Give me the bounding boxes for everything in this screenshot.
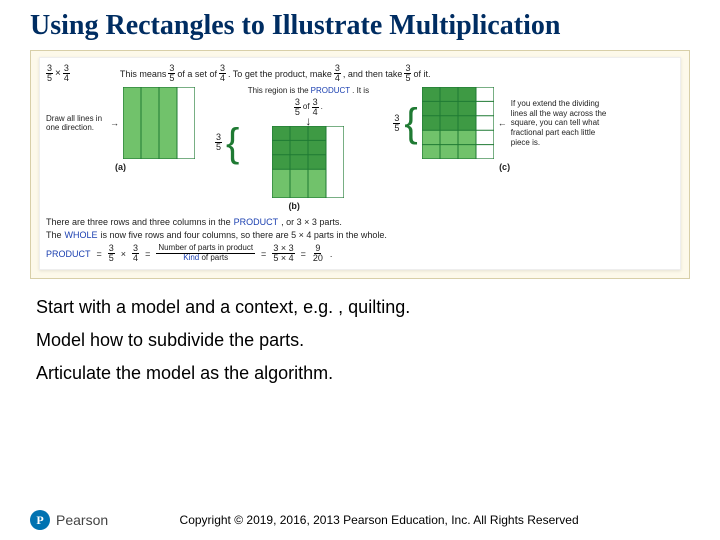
frac-c-side: 35: [393, 114, 400, 133]
pointer-b-text: This region is the PRODUCT. It is 35 of …: [243, 87, 373, 117]
brace-c-icon: {: [404, 113, 417, 133]
equation: PRODUCT = 35 × 34 = Number of parts in p…: [46, 244, 674, 263]
label-c: (c): [499, 162, 510, 172]
figure-inner: 35 × 34 This means 35 of a set of 34 . T…: [39, 57, 681, 270]
arrow-right-icon: →: [110, 118, 119, 128]
arrow-left-icon: ←: [498, 118, 507, 128]
label-b: (b): [288, 201, 300, 211]
diagram-c: 35 { ← If you extend the dividing lines …: [393, 87, 615, 172]
page-title: Using Rectangles to Illustrate Multiplic…: [0, 0, 720, 50]
frac-3-5: 35: [46, 64, 53, 83]
caption-c: If you extend the dividing lines all the…: [511, 99, 616, 147]
diagram-row: Draw all lines in one direction. → (a) 3…: [46, 87, 674, 211]
times-icon: ×: [53, 68, 63, 79]
brace-b-icon: {: [226, 133, 239, 153]
figure-panel: 35 × 34 This means 35 of a set of 34 . T…: [30, 50, 690, 279]
copyright-text: Copyright © 2019, 2016, 2013 Pearson Edu…: [68, 513, 690, 527]
frac-b-side: 35: [215, 133, 222, 152]
frac-3-4: 34: [63, 64, 70, 83]
logo-icon: P: [30, 510, 50, 530]
bullet-2: Model how to subdivide the parts.: [36, 330, 684, 351]
grid-c: [422, 87, 494, 159]
label-a: (a): [115, 162, 126, 172]
text-line-2: The WHOLE is now five rows and four colu…: [46, 230, 674, 240]
bullet-list: Start with a model and a context, e.g. ,…: [0, 279, 720, 384]
bullet-3: Articulate the model as the algorithm.: [36, 363, 684, 384]
intro-text: This means 35 of a set of 34 . To get th…: [120, 64, 431, 83]
arrow-down-icon: ↓: [305, 118, 311, 125]
figure-top-row: 35 × 34 This means 35 of a set of 34 . T…: [46, 64, 674, 83]
grid-a: [123, 87, 195, 159]
diagram-b: 35 { This region is the PRODUCT. It is 3…: [215, 87, 373, 211]
footer: P Pearson Copyright © 2019, 2016, 2013 P…: [0, 510, 720, 530]
diagram-a: Draw all lines in one direction. → (a): [46, 87, 195, 172]
caption-a: Draw all lines in one direction.: [46, 114, 106, 133]
grid-b: [272, 126, 344, 198]
text-line-1: There are three rows and three columns i…: [46, 217, 674, 227]
bullet-1: Start with a model and a context, e.g. ,…: [36, 297, 684, 318]
